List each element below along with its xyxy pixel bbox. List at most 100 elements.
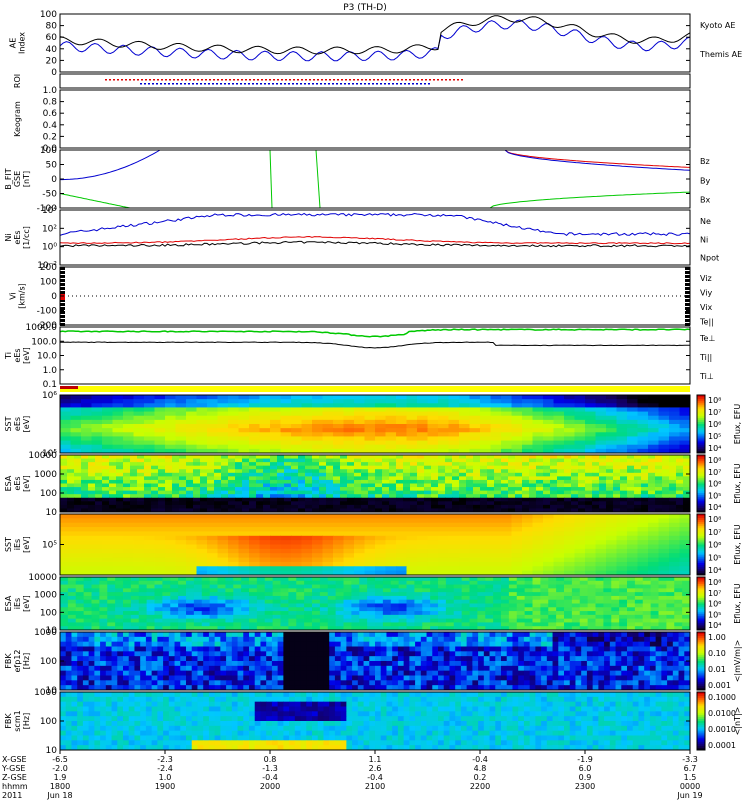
esa_e-cell [431, 501, 439, 506]
esa_e-cell [263, 462, 271, 467]
esa_e-cell [543, 504, 551, 509]
esa_i-cell [154, 614, 163, 620]
sst_i-cell [522, 514, 533, 519]
esa_i-cell [430, 614, 439, 620]
esa_i-cell [123, 603, 132, 608]
esa_i-cell [288, 618, 297, 623]
esa_e-cell [354, 462, 362, 467]
sst_i-cell [81, 518, 92, 524]
esa_i-cell [493, 599, 502, 604]
fbk1-cell [667, 636, 674, 643]
sst_i-cell [270, 561, 281, 567]
esa_e-cell [508, 458, 516, 463]
esa_e-cell [403, 469, 411, 474]
fbk1-cell [609, 636, 617, 643]
esa_i-cell [438, 622, 447, 627]
bfit-by-line [59, 193, 131, 209]
fbk1-cell [312, 636, 319, 643]
esa_i-cell [233, 614, 242, 620]
esa_e-cell [186, 497, 194, 502]
esa_i-cell [115, 614, 124, 620]
esa_i-cell [367, 603, 376, 608]
esa_i-cell [264, 603, 274, 608]
esa_e-cell [109, 508, 117, 513]
esa_e-cell [578, 462, 586, 467]
esa_i-cell [627, 584, 636, 589]
sst_e-cell [133, 419, 145, 425]
esa_e-cell [606, 462, 614, 467]
esa_i-cell [382, 603, 392, 608]
sst_i-cell [438, 531, 449, 537]
sst_e-cell [165, 448, 176, 454]
esa_e-cell [326, 483, 334, 488]
sst_e-cell [637, 407, 649, 413]
esa_e-cell [123, 472, 131, 477]
esa_e-cell [501, 497, 509, 502]
esa_e-cell [137, 476, 145, 481]
esa_e-cell [172, 472, 180, 477]
esa_i-cell [611, 611, 620, 616]
esa_e-cell [305, 476, 313, 481]
sst_e-cell [501, 419, 512, 425]
sst_e-cell [438, 444, 449, 450]
esa_e-cell [627, 479, 635, 484]
esa_e-cell [627, 483, 635, 488]
roi-mark [188, 83, 190, 85]
sst_i-cell [133, 570, 145, 576]
esa_e-cell [543, 476, 551, 481]
roi-mark [148, 83, 150, 85]
esa_e-cell [74, 501, 82, 506]
sst_i-cell [291, 535, 302, 541]
esa_i-cell [650, 626, 659, 631]
roi-mark [409, 79, 411, 81]
fbk1-cell [592, 636, 599, 643]
esa_i-cell [170, 592, 179, 597]
esa_i-cell [634, 599, 644, 604]
sst_e-cell [595, 440, 607, 446]
sst_e-cell [669, 448, 680, 454]
esa_e-cell [606, 479, 614, 484]
sst_e-cell [238, 436, 250, 442]
esa_i-cell [634, 607, 644, 612]
esa_e-cell [179, 508, 187, 513]
sst_e-cell [469, 399, 481, 404]
sst_e-cell [280, 440, 292, 446]
sst_e-cell [322, 411, 334, 417]
sst_e-cell [133, 436, 145, 442]
sst_i-cell [585, 527, 596, 532]
roi-mark [356, 83, 358, 85]
roi-mark [105, 79, 107, 81]
esa_i-cell [453, 603, 463, 608]
esa_i-cell [666, 618, 675, 623]
esa_e-cell [109, 490, 117, 495]
esa_e-cell [494, 476, 502, 481]
esa_e-cell [200, 504, 208, 509]
roi-mark [393, 79, 395, 81]
esa_e-cell [305, 469, 313, 474]
esa_e-cell [144, 508, 152, 513]
esa_e-cell [347, 469, 355, 474]
esa_e-cell [354, 494, 362, 499]
sst_e-cell [406, 428, 418, 433]
sst_i-cell [606, 570, 617, 576]
fbk1-cell [168, 632, 176, 638]
esa_e-cell [613, 487, 621, 492]
esa_e-cell [417, 469, 425, 474]
sst_e-cell [154, 436, 166, 442]
esa_i-cell [319, 607, 329, 612]
sst_i-cell [427, 548, 439, 554]
esa_e-cell [396, 479, 404, 484]
esa_e-cell [592, 462, 600, 467]
esa_i-cell [564, 603, 573, 608]
sst_e-cell [459, 407, 470, 413]
sst_i-cell [354, 561, 365, 567]
fbk1-cell [352, 646, 359, 652]
esa_e-cell [522, 472, 530, 477]
fbk1-cell [140, 632, 147, 638]
esa_e-cell [543, 483, 551, 488]
esa_i-cell [587, 584, 596, 589]
sst_e-cell [543, 403, 554, 408]
esa_e-cell [95, 458, 103, 463]
sst_i-cell [679, 553, 691, 559]
esa_e-cell [543, 462, 551, 467]
